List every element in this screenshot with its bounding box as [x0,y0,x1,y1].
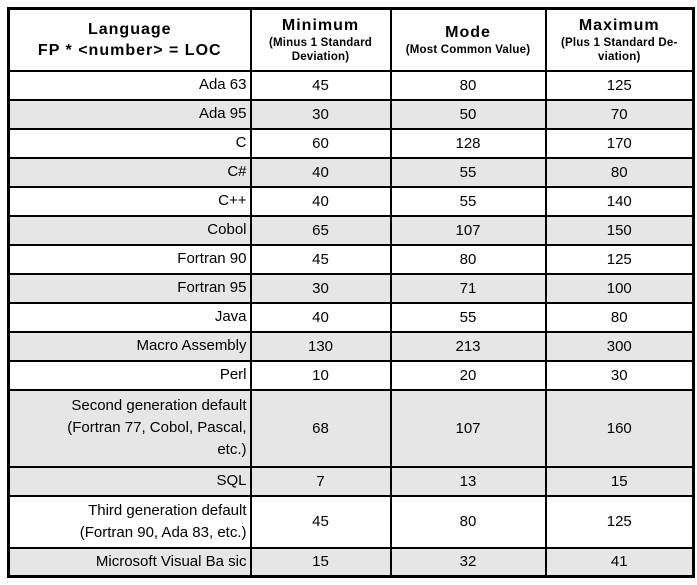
table-row: Cobol 65 107 150 [7,214,695,246]
language-cell: Third generation default (Fortran 90, Ad… [7,494,252,549]
minimum-cell: 45 [249,494,392,549]
mode-cell: 55 [389,185,547,217]
maximum-cell: 125 [544,494,695,549]
minimum-cell: 10 [249,359,392,391]
col-header-minimum: Minimum (Minus 1 Standard Deviation) [249,7,392,72]
table-row: Fortran 90 45 80 125 [7,243,695,275]
minimum-cell: 7 [249,465,392,497]
mode-cell: 80 [389,243,547,275]
mode-cell: 71 [389,272,547,304]
language-cell: C# [7,156,252,188]
mode-cell: 80 [389,494,547,549]
minimum-cell: 65 [249,214,392,246]
mode-cell: 80 [389,69,547,101]
mode-cell: 50 [389,98,547,130]
table-header: Language FP * <number> = LOC Minimum (Mi… [7,7,695,72]
mode-header-subtitle: (Most Common Value) [405,44,531,57]
minimum-cell: 60 [249,127,392,159]
language-cell: C [7,127,252,159]
mode-cell: 55 [389,301,547,333]
table-body: Ada 63 45 80 125 Ada 95 30 50 70 C 60 128 170 C# 40 55… [7,69,695,578]
minimum-cell: 15 [249,546,392,578]
mode-cell: 55 [389,156,547,188]
mode-cell: 128 [389,127,547,159]
maximum-cell: 140 [544,185,695,217]
table-row: Macro Assembly 130 213 300 [7,330,695,362]
mode-cell: 107 [389,388,547,468]
minimum-cell: 45 [249,243,392,275]
mode-cell: 32 [389,546,547,578]
minimum-header-title: Minimum [281,17,360,35]
table-row: Microsoft Visual Ba sic 15 32 41 [7,546,695,578]
mode-cell: 213 [389,330,547,362]
minimum-cell: 40 [249,301,392,333]
maximum-cell: 150 [544,214,695,246]
table-row: Ada 63 45 80 125 [7,69,695,101]
maximum-cell: 15 [544,465,695,497]
language-cell: Fortran 90 [7,243,252,275]
minimum-cell: 40 [249,156,392,188]
language-header-subtitle: FP * <number> = LOC [37,41,222,59]
language-cell: Cobol [7,214,252,246]
maximum-cell: 80 [544,301,695,333]
maximum-cell: 41 [544,546,695,578]
language-cell: Java [7,301,252,333]
maximum-cell: 300 [544,330,695,362]
fp-to-loc-table: Language FP * <number> = LOC Minimum (Mi… [7,7,695,578]
mode-cell: 13 [389,465,547,497]
minimum-cell: 68 [249,388,392,468]
maximum-cell: 80 [544,156,695,188]
language-cell: Ada 95 [7,98,252,130]
minimum-cell: 30 [249,272,392,304]
language-cell: Macro Assembly [7,330,252,362]
mode-header-title: Mode [445,24,491,42]
language-cell: Microsoft Visual Ba sic [7,546,252,578]
maximum-header-title: Maximum [578,17,660,35]
header-row: Language FP * <number> = LOC Minimum (Mi… [7,7,695,72]
col-header-language: Language FP * <number> = LOC [7,7,252,72]
maximum-cell: 125 [544,243,695,275]
minimum-cell: 45 [249,69,392,101]
minimum-header-subtitle: (Minus 1 Standard Deviation) [268,37,373,64]
maximum-cell: 125 [544,69,695,101]
language-header-title: Language [87,20,172,38]
table-row: C 60 128 170 [7,127,695,159]
mode-cell: 20 [389,359,547,391]
maximum-cell: 30 [544,359,695,391]
language-cell: Fortran 95 [7,272,252,304]
table-row: C++ 40 55 140 [7,185,695,217]
table-row: SQL 7 13 15 [7,465,695,497]
maximum-cell: 100 [544,272,695,304]
mode-cell: 107 [389,214,547,246]
table-row: Perl 10 20 30 [7,359,695,391]
table-row: Ada 95 30 50 70 [7,98,695,130]
minimum-cell: 40 [249,185,392,217]
maximum-cell: 160 [544,388,695,468]
maximum-header-subtitle: (Plus 1 Standard De- viation) [561,37,678,64]
language-cell: Ada 63 [7,69,252,101]
table-row: Java 40 55 80 [7,301,695,333]
minimum-cell: 30 [249,98,392,130]
table-row: Second generation default (Fortran 77, C… [7,388,695,468]
language-cell: Perl [7,359,252,391]
table-row: Third generation default (Fortran 90, Ad… [7,494,695,549]
maximum-cell: 170 [544,127,695,159]
language-cell: SQL [7,465,252,497]
table-row: C# 40 55 80 [7,156,695,188]
minimum-cell: 130 [249,330,392,362]
language-cell: C++ [7,185,252,217]
col-header-mode: Mode (Most Common Value) [389,7,547,72]
table-row: Fortran 95 30 71 100 [7,272,695,304]
maximum-cell: 70 [544,98,695,130]
language-cell: Second generation default (Fortran 77, C… [7,388,252,468]
col-header-maximum: Maximum (Plus 1 Standard De- viation) [544,7,695,72]
